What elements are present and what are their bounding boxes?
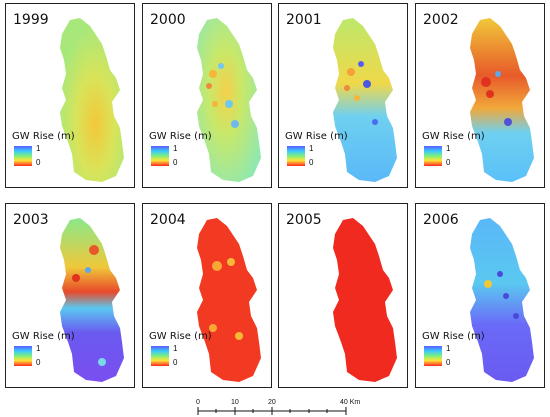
color-ramp bbox=[287, 146, 305, 166]
scale-tick-0: 0 bbox=[196, 399, 200, 406]
year-label: 2005 bbox=[286, 212, 322, 228]
year-label: 2003 bbox=[13, 212, 49, 228]
color-ramp bbox=[424, 346, 442, 366]
map-2006 bbox=[470, 218, 534, 382]
map-panel-2003: 2003 GW Rise (m) 1 0 bbox=[5, 203, 135, 388]
legend-title: GW Rise (m) bbox=[422, 131, 485, 142]
year-label: 2000 bbox=[150, 12, 186, 28]
legend-max: 1 bbox=[173, 344, 178, 353]
legend: GW Rise (m) 1 0 bbox=[12, 131, 75, 168]
year-label: 2006 bbox=[423, 212, 459, 228]
legend: GW Rise (m) 1 0 bbox=[422, 131, 485, 168]
scale-bar-graphic bbox=[197, 407, 347, 415]
legend-title: GW Rise (m) bbox=[149, 131, 212, 142]
legend-title: GW Rise (m) bbox=[285, 131, 348, 142]
legend-max: 1 bbox=[36, 344, 41, 353]
legend-max: 1 bbox=[173, 144, 178, 153]
legend-max: 1 bbox=[446, 344, 451, 353]
map-2000 bbox=[197, 18, 261, 182]
map-2005 bbox=[333, 218, 397, 382]
map-2002 bbox=[470, 18, 534, 182]
map-panel-1999: 1999 GW Rise (m) 1 0 bbox=[5, 3, 135, 188]
legend-max: 1 bbox=[309, 144, 314, 153]
color-ramp bbox=[424, 146, 442, 166]
scale-tick-10: 10 bbox=[231, 399, 239, 406]
legend: GW Rise (m) 1 0 bbox=[149, 331, 212, 368]
legend-min: 0 bbox=[446, 358, 451, 367]
map-panel-2001: 2001 GW Rise (m) 1 0 bbox=[278, 3, 408, 188]
legend-max: 1 bbox=[36, 144, 41, 153]
map-panel-2004: 2004 GW Rise (m) 1 0 bbox=[142, 203, 272, 388]
scale-bar: 0 10 20 40 Km bbox=[196, 397, 376, 417]
map-panel-2006: 2006 GW Rise (m) 1 0 bbox=[415, 203, 545, 388]
map-2004 bbox=[197, 218, 261, 382]
scale-tick-20: 20 bbox=[268, 399, 276, 406]
legend-title: GW Rise (m) bbox=[422, 331, 485, 342]
year-label: 2001 bbox=[286, 12, 322, 28]
color-ramp bbox=[151, 346, 169, 366]
legend-title: GW Rise (m) bbox=[12, 331, 75, 342]
legend-min: 0 bbox=[173, 358, 178, 367]
legend-title: GW Rise (m) bbox=[12, 131, 75, 142]
color-ramp bbox=[14, 346, 32, 366]
legend-min: 0 bbox=[173, 158, 178, 167]
map-panel-2000: 2000 GW Rise (m) 1 0 bbox=[142, 3, 272, 188]
map-panel-2005: 2005 bbox=[278, 203, 408, 388]
map-panel-2002: 2002 GW Rise (m) 1 0 bbox=[415, 3, 545, 188]
legend: GW Rise (m) 1 0 bbox=[285, 131, 348, 168]
year-label: 1999 bbox=[13, 12, 49, 28]
year-label: 2002 bbox=[423, 12, 459, 28]
legend-max: 1 bbox=[446, 144, 451, 153]
legend-min: 0 bbox=[309, 158, 314, 167]
legend-min: 0 bbox=[446, 158, 451, 167]
legend: GW Rise (m) 1 0 bbox=[12, 331, 75, 368]
color-ramp bbox=[14, 146, 32, 166]
map-2003 bbox=[60, 218, 124, 382]
map-1999 bbox=[60, 18, 124, 182]
legend: GW Rise (m) 1 0 bbox=[149, 131, 212, 168]
color-ramp bbox=[151, 146, 169, 166]
scale-tick-40: 40 Km bbox=[340, 399, 361, 406]
legend: GW Rise (m) 1 0 bbox=[422, 331, 485, 368]
legend-min: 0 bbox=[36, 358, 41, 367]
map-2001 bbox=[333, 18, 397, 182]
legend-min: 0 bbox=[36, 158, 41, 167]
legend-title: GW Rise (m) bbox=[149, 331, 212, 342]
year-label: 2004 bbox=[150, 212, 186, 228]
